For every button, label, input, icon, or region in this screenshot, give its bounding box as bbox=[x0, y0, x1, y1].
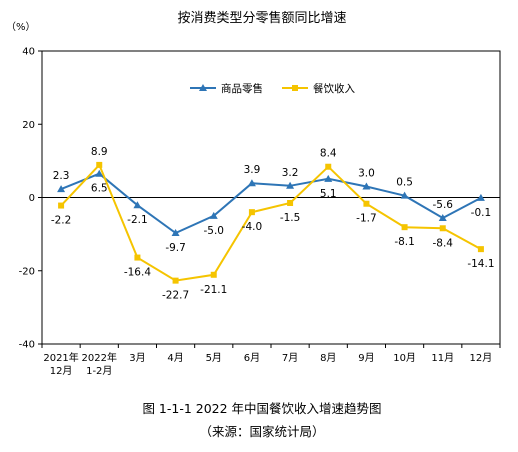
x-tick-label: 4月 bbox=[167, 352, 183, 364]
y-axis-unit: （%） bbox=[6, 21, 36, 33]
data-label: -14.1 bbox=[467, 258, 494, 270]
y-tick-label: 40 bbox=[22, 47, 35, 58]
legend-marker bbox=[292, 85, 298, 91]
x-tick-label: 2022年 bbox=[82, 351, 117, 364]
data-label: 0.5 bbox=[396, 177, 413, 189]
data-point bbox=[57, 185, 66, 193]
legend-label: 餐饮收入 bbox=[313, 82, 355, 95]
y-axis: 40 20 0 -20 -40 bbox=[19, 47, 42, 351]
data-point bbox=[438, 214, 447, 222]
data-point bbox=[171, 229, 180, 237]
x-tick-label: 7月 bbox=[282, 352, 298, 364]
y-tick-label: -20 bbox=[19, 266, 35, 277]
data-label: -16.4 bbox=[124, 267, 151, 279]
data-point bbox=[400, 191, 409, 199]
x-tick-label: 6月 bbox=[244, 352, 260, 364]
x-tick-label: 3月 bbox=[129, 352, 145, 364]
data-label: -9.7 bbox=[165, 242, 186, 254]
data-point bbox=[248, 209, 255, 216]
data-label: 3.0 bbox=[358, 168, 375, 180]
series-line-0 bbox=[60, 172, 482, 235]
data-point bbox=[363, 200, 370, 207]
series-layer bbox=[57, 161, 485, 284]
data-label: 5.1 bbox=[320, 188, 337, 200]
data-point bbox=[286, 181, 295, 189]
data-point bbox=[362, 182, 371, 190]
data-label: 8.9 bbox=[91, 146, 108, 158]
data-label: -2.1 bbox=[127, 214, 148, 226]
figure-source: （来源：国家统计局） bbox=[199, 424, 324, 439]
x-tick-label: 2021年 bbox=[43, 351, 78, 364]
data-point bbox=[209, 211, 218, 219]
data-label: -4.0 bbox=[242, 221, 263, 233]
data-point bbox=[287, 199, 294, 206]
legend-label: 商品零售 bbox=[221, 82, 263, 95]
legend: 商品零售 餐饮收入 bbox=[190, 82, 355, 95]
series-line-1 bbox=[60, 163, 482, 282]
data-point bbox=[439, 225, 446, 232]
x-tick-label: 10月 bbox=[393, 352, 416, 364]
data-label: -8.4 bbox=[433, 237, 454, 249]
x-tick-label: 12月 bbox=[50, 365, 73, 377]
data-point bbox=[476, 193, 485, 201]
data-point bbox=[401, 224, 408, 231]
data-label: 2.3 bbox=[53, 170, 70, 182]
figure-caption: 图 1-1-1 2022 年中国餐饮收入增速趋势图 bbox=[142, 401, 381, 416]
data-labels: 2.3 6.5 -2.1 -9.7 -5.0 3.9 3.2 5.1 3.0 0.5 -5.6 -0.… bbox=[51, 146, 495, 302]
data-label: 8.4 bbox=[320, 148, 337, 160]
data-point bbox=[477, 246, 484, 253]
legend-marker bbox=[199, 84, 207, 91]
data-label: -8.1 bbox=[394, 236, 415, 248]
x-tick-label: 1-2月 bbox=[86, 365, 112, 377]
data-label: -1.5 bbox=[280, 212, 301, 224]
data-point bbox=[247, 179, 256, 187]
x-tick-label: 12月 bbox=[470, 352, 493, 364]
data-label: -5.0 bbox=[204, 225, 225, 237]
data-point bbox=[95, 169, 104, 177]
y-tick-label: 20 bbox=[22, 120, 35, 131]
data-label: -5.6 bbox=[433, 199, 454, 211]
x-tick-label: 8月 bbox=[320, 352, 336, 364]
data-label: -1.7 bbox=[356, 213, 377, 225]
x-tick-label: 9月 bbox=[358, 352, 374, 364]
x-tick-label: 11月 bbox=[431, 352, 454, 364]
data-point bbox=[325, 163, 332, 170]
data-label: -22.7 bbox=[162, 290, 189, 302]
x-tick-label: 5月 bbox=[206, 352, 222, 364]
data-label: -21.1 bbox=[200, 284, 227, 296]
y-tick-label: 0 bbox=[29, 193, 35, 204]
chart-title: 按消费类型分零售额同比增速 bbox=[177, 10, 346, 26]
data-point bbox=[58, 202, 65, 209]
data-label: -0.1 bbox=[471, 207, 492, 219]
data-point bbox=[96, 161, 103, 168]
data-label: -2.2 bbox=[51, 215, 72, 227]
data-point bbox=[172, 277, 179, 284]
data-point bbox=[324, 174, 333, 182]
data-point bbox=[133, 201, 142, 209]
data-point bbox=[134, 254, 141, 261]
data-label: 3.9 bbox=[244, 164, 261, 176]
y-tick-label: -40 bbox=[19, 340, 35, 351]
data-label: 3.2 bbox=[282, 167, 299, 179]
data-point bbox=[210, 271, 217, 278]
data-label: 6.5 bbox=[91, 183, 108, 195]
